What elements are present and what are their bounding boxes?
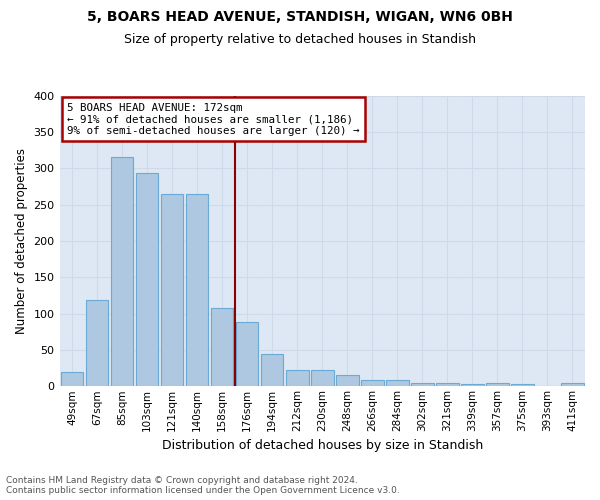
Bar <box>86 300 109 386</box>
Bar <box>261 354 283 386</box>
Bar <box>511 384 534 386</box>
Text: 5 BOARS HEAD AVENUE: 172sqm
← 91% of detached houses are smaller (1,186)
9% of s: 5 BOARS HEAD AVENUE: 172sqm ← 91% of det… <box>67 103 360 136</box>
X-axis label: Distribution of detached houses by size in Standish: Distribution of detached houses by size … <box>161 440 483 452</box>
Bar <box>161 194 184 386</box>
Bar <box>286 370 308 386</box>
Bar <box>461 384 484 386</box>
Bar <box>336 376 359 386</box>
Text: Contains HM Land Registry data © Crown copyright and database right 2024.
Contai: Contains HM Land Registry data © Crown c… <box>6 476 400 495</box>
Bar <box>111 158 133 386</box>
Bar <box>211 308 233 386</box>
Y-axis label: Number of detached properties: Number of detached properties <box>15 148 28 334</box>
Text: 5, BOARS HEAD AVENUE, STANDISH, WIGAN, WN6 0BH: 5, BOARS HEAD AVENUE, STANDISH, WIGAN, W… <box>87 10 513 24</box>
Bar <box>136 174 158 386</box>
Bar <box>236 322 259 386</box>
Bar <box>486 382 509 386</box>
Bar <box>561 382 584 386</box>
Text: Size of property relative to detached houses in Standish: Size of property relative to detached ho… <box>124 32 476 46</box>
Bar <box>186 194 208 386</box>
Bar <box>361 380 383 386</box>
Bar <box>436 382 458 386</box>
Bar <box>61 372 83 386</box>
Bar <box>311 370 334 386</box>
Bar <box>411 382 434 386</box>
Bar <box>386 380 409 386</box>
